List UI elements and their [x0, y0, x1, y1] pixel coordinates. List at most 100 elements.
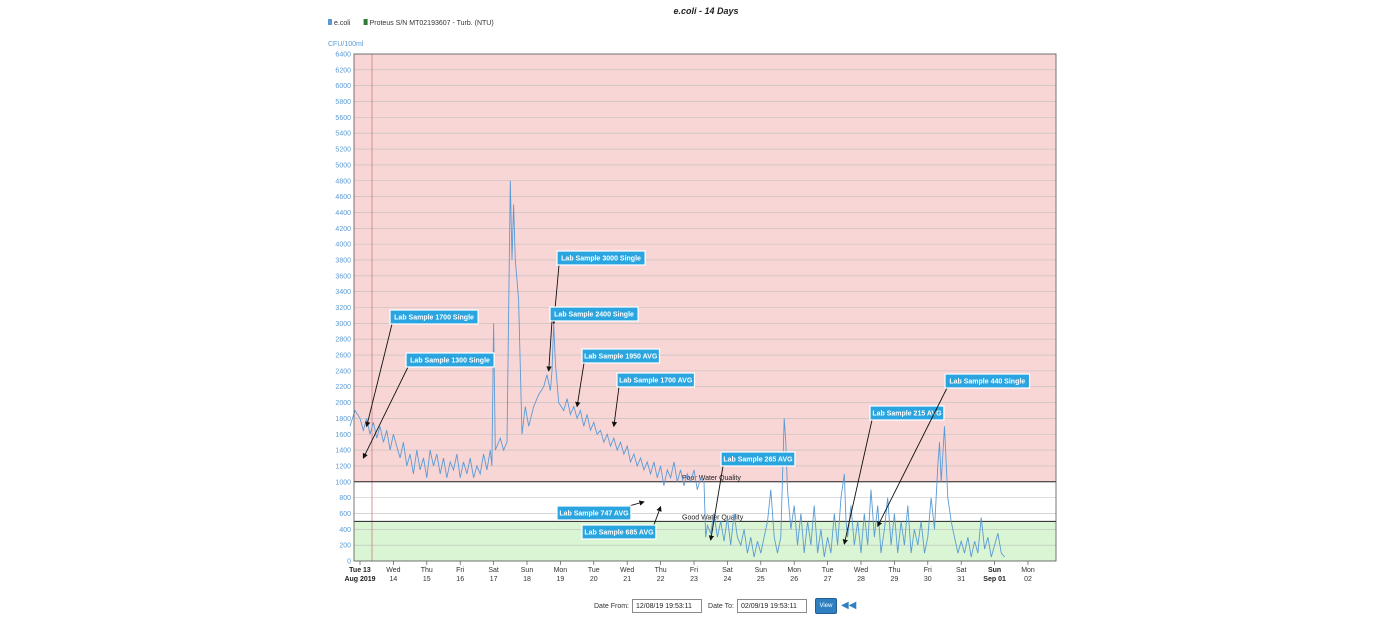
- x-tick-label-bottom: 26: [790, 576, 798, 583]
- y-tick-label: 1800: [335, 416, 351, 423]
- x-tick-label-bottom: 28: [857, 576, 865, 583]
- date-to-label: Date To:: [708, 602, 734, 610]
- x-tick-label-bottom: 17: [490, 576, 498, 583]
- annotation-arrow: [877, 387, 948, 527]
- date-range-controls: Date From: Date To: View ◀◀: [594, 596, 856, 616]
- annotation-label: Lab Sample 2400 Single: [554, 312, 634, 319]
- annotation-box: [549, 306, 639, 322]
- y-tick-label: 6200: [335, 67, 351, 74]
- x-tick-label-bottom: 21: [623, 576, 631, 583]
- annotation-arrow: [365, 323, 393, 428]
- y-tick-label: 1400: [335, 448, 351, 455]
- y-tick-label: 4800: [335, 178, 351, 185]
- y-tick-label: 4400: [335, 210, 351, 217]
- x-tick-label-bottom: 15: [423, 576, 431, 583]
- annotation-label: Lab Sample 215 AVG: [872, 411, 942, 418]
- x-tick-label-bottom: 23: [690, 576, 698, 583]
- x-tick-label-top: Tue: [588, 567, 600, 574]
- x-tick-label-top: Fri: [456, 567, 465, 574]
- annotation-box: [389, 309, 479, 325]
- annotation-arrow: [628, 500, 645, 507]
- y-tick-label: 5800: [335, 99, 351, 106]
- x-tick-label-bottom: 27: [824, 576, 832, 583]
- date-to-input[interactable]: [736, 599, 807, 613]
- y-tick-label: 2000: [335, 400, 351, 407]
- x-tick-label-top: Tue 13: [349, 567, 371, 574]
- y-tick-label: 800: [339, 495, 351, 502]
- y-tick-label: 1000: [335, 479, 351, 486]
- annotations: Lab Sample 1700 Single Lab Sample 1300 Si…: [362, 250, 1031, 545]
- annotation-arrow: [842, 419, 873, 545]
- quality-band: [354, 54, 1056, 482]
- y-tick-label: 2400: [335, 368, 351, 375]
- threshold-label: Poor Water Quality: [682, 475, 741, 482]
- annotation-label: Lab Sample 1950 AVG: [584, 354, 658, 361]
- y-tick-label: 600: [339, 511, 351, 518]
- y-tick-label: 200: [339, 543, 351, 550]
- y-tick-label: 2200: [335, 384, 351, 391]
- annotation-label: Lab Sample 1300 Single: [410, 358, 490, 365]
- annotation-box: [556, 250, 646, 266]
- y-tick-label: 400: [339, 527, 351, 534]
- y-tick-label: 1600: [335, 432, 351, 439]
- annotation-box: [581, 524, 657, 540]
- y-tick-label: 2800: [335, 337, 351, 344]
- x-tick-label-bottom: 16: [456, 576, 464, 583]
- plot-border: [353, 53, 1057, 562]
- x-tick-label-bottom: 14: [390, 576, 398, 583]
- y-tick-label: 5400: [335, 131, 351, 138]
- y-tick-label: 0: [347, 559, 351, 566]
- annotation-label: Lab Sample 440 Single: [949, 379, 1025, 386]
- x-tick-label-top: Wed: [854, 567, 868, 574]
- annotation-label: Lab Sample 1700 AVG: [619, 378, 693, 385]
- y-axis-ticks: 0 200 400 600 800 1000 1200 1400 1600 1800 2000 220…: [335, 52, 351, 566]
- x-tick-label-top: Sat: [488, 567, 499, 574]
- chart-title: e.coli - 14 Days: [673, 6, 738, 16]
- quality-bands: [354, 54, 1056, 561]
- annotation-box: [405, 352, 495, 368]
- x-axis-ticks: Tue 13 Aug 2019 Wed 14 Thu 15 Fri 16 Sat 17 Sun 18 M…: [344, 561, 1035, 583]
- y-tick-label: 4000: [335, 242, 351, 249]
- legend: e.coli Proteus S/N MT02193607 - Turb. (NT…: [328, 19, 494, 27]
- x-tick-label-bottom: 29: [891, 576, 899, 583]
- annotation-box: [616, 372, 696, 388]
- y-tick-label: 4200: [335, 226, 351, 233]
- legend-swatch: [328, 19, 332, 25]
- x-tick-label-top: Sun: [755, 567, 768, 574]
- x-tick-label-bottom: 19: [557, 576, 565, 583]
- x-tick-label-top: Thu: [888, 567, 900, 574]
- x-tick-label-top: Thu: [655, 567, 667, 574]
- x-tick-label-bottom: 22: [657, 576, 665, 583]
- annotation-box: [720, 451, 796, 467]
- x-tick-label-top: Wed: [620, 567, 634, 574]
- legend-swatch: [363, 19, 368, 25]
- annotation-label: Lab Sample 747 AVG: [559, 511, 629, 518]
- x-tick-label-bottom: 24: [724, 576, 732, 583]
- annotation-box: [581, 348, 661, 364]
- annotation-arrow: [611, 386, 620, 428]
- rewind-icon[interactable]: ◀◀: [840, 600, 857, 611]
- annotation-arrow: [362, 366, 409, 459]
- y-axis-label: CFU/100ml: [328, 41, 364, 48]
- annotation-label: Lab Sample 265 AVG: [723, 457, 793, 464]
- x-tick-label-top: Sun: [521, 567, 534, 574]
- x-tick-label-bottom: Aug 2019: [344, 576, 375, 583]
- x-tick-label-top: Sat: [722, 567, 733, 574]
- x-tick-label-bottom: 30: [924, 576, 932, 583]
- y-tick-label: 2600: [335, 353, 351, 360]
- x-tick-label-bottom: 31: [957, 576, 965, 583]
- x-tick-label-top: Mon: [1021, 567, 1035, 574]
- x-tick-label-bottom: 18: [523, 576, 531, 583]
- annotation-box: [556, 505, 632, 521]
- x-tick-label-top: Mon: [787, 567, 801, 574]
- view-button[interactable]: View: [814, 598, 837, 614]
- y-tick-label: 3800: [335, 257, 351, 264]
- date-from-input[interactable]: [632, 599, 703, 613]
- y-tick-label: 3400: [335, 289, 351, 296]
- x-tick-label-top: Thu: [421, 567, 433, 574]
- x-tick-label-top: Wed: [386, 567, 400, 574]
- x-tick-label-top: Mon: [554, 567, 568, 574]
- annotation-arrow: [575, 362, 585, 408]
- y-tick-label: 5600: [335, 115, 351, 122]
- legend-label: Proteus S/N MT02193607 - Turb. (NTU): [370, 20, 494, 27]
